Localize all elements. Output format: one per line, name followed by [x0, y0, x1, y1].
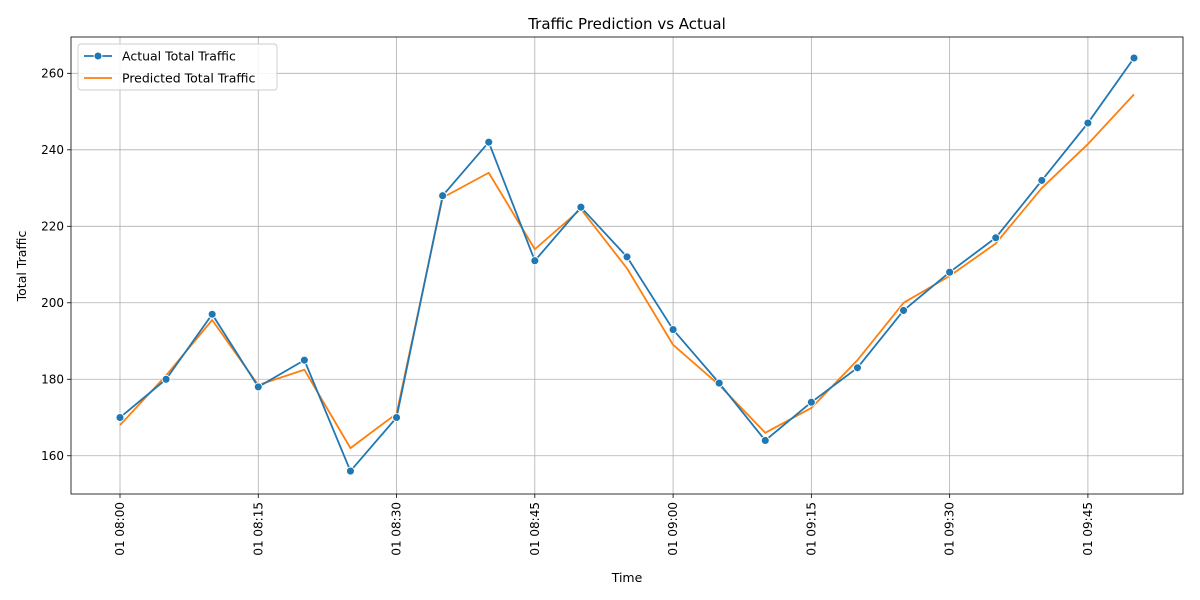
- y-tick-label: 180: [41, 372, 64, 386]
- axes: 160 180 200 220 240 260 01 08:00 01 08:15 01 08:…: [41, 66, 1095, 555]
- data-point-actual: [945, 267, 955, 277]
- plot-area-frame: [70, 36, 1184, 495]
- chart-title: Traffic Prediction vs Actual: [527, 15, 726, 33]
- data-point-actual: [530, 256, 540, 266]
- x-tick-label: 01 09:45: [1081, 502, 1095, 556]
- y-tick-label: 200: [41, 296, 64, 310]
- series-line-actual: [119, 57, 1135, 472]
- data-point-actual: [714, 378, 724, 388]
- x-tick-label: 01 09:00: [666, 502, 680, 556]
- data-point-actual: [853, 363, 862, 373]
- data-point-actual: [1129, 53, 1139, 63]
- data-point-actual: [668, 325, 678, 335]
- y-axis-title: Total Traffic: [14, 231, 29, 303]
- x-tick-label: 01 08:15: [251, 502, 265, 556]
- legend-marker: [93, 51, 103, 61]
- x-tick-label: 01 08:45: [528, 502, 542, 556]
- data-point-actual: [438, 191, 448, 201]
- data-point-actual: [806, 397, 816, 407]
- y-tick-label: 240: [41, 143, 64, 157]
- y-tick-label: 220: [41, 219, 64, 233]
- x-tick-label: 01 09:15: [804, 502, 818, 556]
- data-point-actual: [1037, 175, 1047, 185]
- legend-label: Predicted Total Traffic: [122, 71, 256, 86]
- data-point-actual: [346, 466, 355, 476]
- data-point-actual: [1083, 118, 1093, 128]
- series-line-predicted: [119, 93, 1135, 450]
- x-axis-title: Time: [611, 570, 643, 585]
- data-point-actual: [622, 252, 632, 262]
- data-point-actual: [161, 374, 171, 384]
- y-tick-label: 260: [41, 66, 64, 80]
- data-point-actual: [576, 202, 586, 212]
- data-point-actual: [115, 413, 125, 422]
- data-point-actual: [760, 436, 770, 445]
- x-tick-label: 01 08:00: [113, 502, 127, 556]
- data-point-actual: [392, 413, 401, 422]
- data-point-actual: [299, 355, 309, 365]
- legend-box: [77, 43, 278, 91]
- data-point-actual: [991, 233, 1001, 243]
- data-point-actual: [207, 309, 217, 319]
- data-point-actual: [253, 382, 263, 392]
- x-tick-label: 01 08:30: [390, 502, 404, 556]
- data-point-actual: [484, 137, 494, 147]
- legend-label: Actual Total Traffic: [122, 49, 236, 64]
- legend: Actual Total Traffic Predicted Total Traf…: [77, 43, 278, 91]
- data-point-actual: [899, 305, 908, 315]
- y-tick-label: 160: [41, 449, 64, 463]
- grid-lines: [71, 37, 1183, 494]
- x-tick-label: 01 09:30: [943, 502, 957, 556]
- series-layer: [115, 53, 1139, 476]
